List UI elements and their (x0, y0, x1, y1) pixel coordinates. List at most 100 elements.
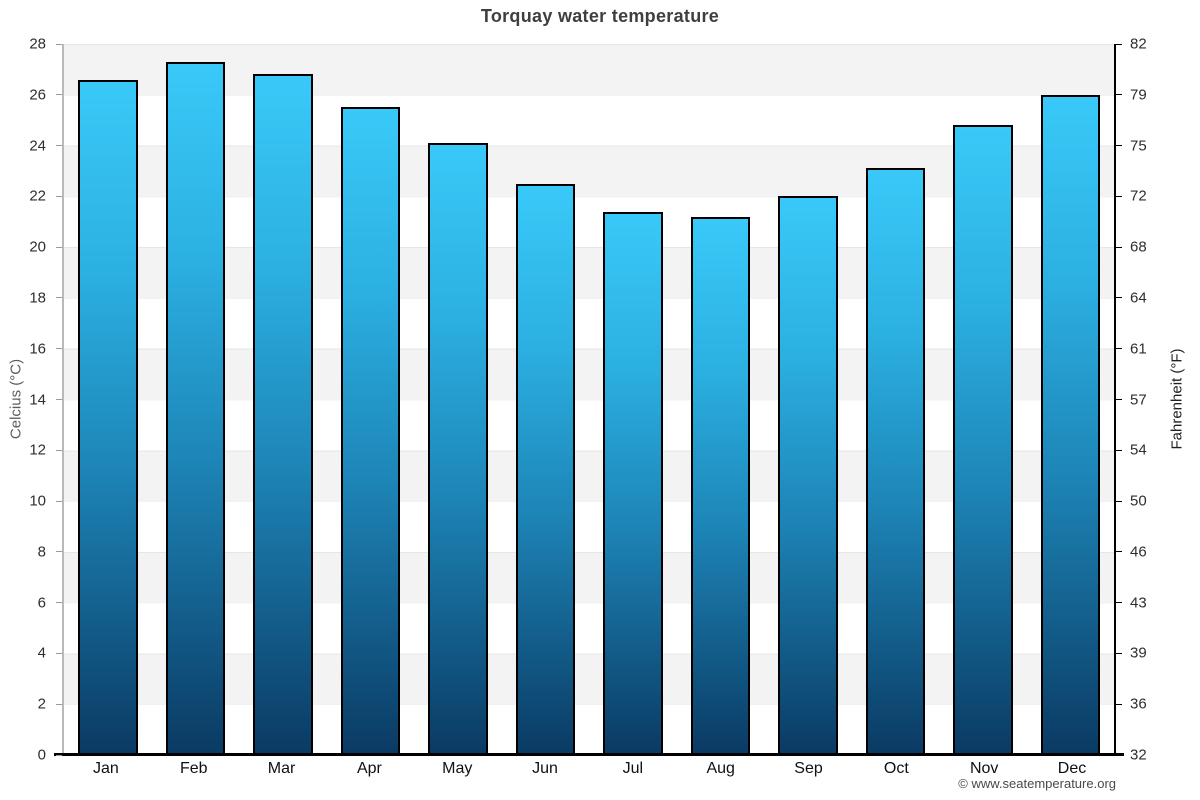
month-label-aug: Aug (706, 760, 735, 777)
tick-mark (56, 500, 62, 502)
bar-slot-oct (852, 44, 940, 755)
bar-slot-may (414, 44, 502, 755)
fahrenheit-tick-label: 82 (1130, 35, 1147, 53)
month-label-oct: Oct (883, 760, 909, 777)
month-label-jun: Jun (532, 760, 558, 777)
celsius-tick-label: 10 (29, 492, 46, 510)
fahrenheit-tick-label: 32 (1130, 746, 1147, 764)
fahrenheit-tick-marks (1116, 43, 1122, 756)
fahrenheit-tick-label: 50 (1130, 492, 1147, 510)
tick-mark (1116, 703, 1122, 705)
celsius-tick-label: 0 (37, 746, 46, 764)
tick-mark (1116, 43, 1122, 45)
celsius-tick-label: 24 (29, 137, 46, 155)
fahrenheit-axis-title: Fahrenheit (°F) (1168, 348, 1186, 450)
tick-mark (1116, 94, 1122, 96)
celsius-tick-label: 28 (29, 35, 46, 53)
temperature-bar-jun (515, 183, 575, 755)
tick-mark (1116, 551, 1122, 553)
fahrenheit-tick-label: 75 (1130, 137, 1147, 155)
celsius-tick-label: 20 (29, 238, 46, 256)
month-label-apr: Apr (356, 760, 382, 777)
month-labels: Jan Feb Mar Apr May Jun Jul Aug Sep Oct Nov Dec (62, 760, 1116, 778)
celsius-tick-label: 26 (29, 86, 46, 104)
tick-mark (56, 94, 62, 96)
temperature-bar-sep (778, 196, 838, 755)
fahrenheit-tick-label: 64 (1130, 289, 1147, 307)
tick-mark (56, 602, 62, 604)
bars-container (64, 44, 1114, 755)
chart-title: Torquay water temperature (480, 6, 720, 26)
tick-mark (1116, 754, 1122, 756)
temperature-bar-mar (253, 74, 313, 755)
plot-area (62, 44, 1116, 755)
celsius-tick-label: 22 (29, 187, 46, 205)
tick-mark (1116, 652, 1122, 654)
month-label-dec: Dec (1057, 760, 1087, 777)
tick-mark (1116, 449, 1122, 451)
temperature-bar-aug (690, 216, 750, 755)
temperature-bar-nov (953, 125, 1013, 755)
celsius-tick-labels: 28 26 24 22 20 18 16 14 12 10 8 6 4 2 0 (0, 36, 54, 764)
tick-mark (1116, 602, 1122, 604)
tick-mark (1116, 297, 1122, 299)
fahrenheit-tick-label: 39 (1130, 644, 1147, 662)
bar-slot-mar (239, 44, 327, 755)
celsius-tick-label: 16 (29, 340, 46, 358)
bar-slot-apr (327, 44, 415, 755)
month-label-may: May (442, 760, 473, 777)
celsius-tick-label: 6 (37, 594, 46, 612)
month-label-mar: Mar (267, 760, 296, 777)
fahrenheit-tick-label: 79 (1130, 86, 1147, 104)
fahrenheit-tick-label: 68 (1130, 238, 1147, 256)
tick-mark (56, 43, 62, 45)
temperature-bar-may (428, 143, 488, 755)
tick-mark (56, 145, 62, 147)
tick-mark (56, 449, 62, 451)
bar-slot-feb (152, 44, 240, 755)
celsius-tick-label: 4 (37, 644, 46, 662)
bar-slot-aug (677, 44, 765, 755)
bar-slot-jul (589, 44, 677, 755)
month-label-nov: Nov (969, 760, 999, 777)
x-axis-line (54, 753, 1124, 756)
bar-slot-nov (939, 44, 1027, 755)
celsius-tick-label: 14 (29, 391, 46, 408)
tick-mark (1116, 145, 1122, 147)
celsius-tick-label: 18 (29, 289, 46, 307)
celsius-tick-marks (56, 43, 62, 756)
celsius-tick-label: 2 (37, 695, 46, 713)
copyright-attribution-link[interactable]: © www.seatemperature.org (958, 776, 1116, 791)
tick-mark (56, 399, 62, 400)
fahrenheit-tick-label: 43 (1130, 594, 1147, 612)
fahrenheit-tick-label: 46 (1130, 543, 1147, 561)
month-label-jul: Jul (622, 760, 644, 777)
fahrenheit-tick-labels: 82 79 75 72 68 64 61 57 54 50 46 43 39 36 32 (1128, 36, 1188, 764)
month-label-sep: Sep (794, 760, 823, 777)
bar-slot-dec (1027, 44, 1115, 755)
month-label-jan: Jan (93, 760, 119, 777)
fahrenheit-tick-label: 72 (1130, 187, 1147, 205)
tick-mark (1116, 246, 1122, 248)
bar-slot-sep (764, 44, 852, 755)
month-label-feb: Feb (179, 760, 208, 777)
bar-slot-jan (64, 44, 152, 755)
tick-mark (1116, 348, 1122, 350)
tick-mark (56, 297, 62, 299)
tick-mark (56, 246, 62, 248)
fahrenheit-tick-label: 36 (1130, 695, 1147, 713)
tick-mark (56, 703, 62, 705)
tick-mark (56, 754, 62, 756)
temperature-bar-feb (165, 61, 225, 755)
tick-mark (56, 652, 62, 654)
bar-slot-jun (502, 44, 590, 755)
fahrenheit-tick-label: 54 (1130, 441, 1147, 459)
celsius-axis-title: Celcius (°C) (7, 358, 25, 440)
celsius-tick-label: 8 (37, 543, 46, 561)
tick-mark (56, 348, 62, 350)
temperature-bar-oct (865, 168, 925, 755)
temperature-bar-apr (340, 107, 400, 755)
tick-mark (1116, 195, 1122, 197)
tick-mark (56, 551, 62, 553)
